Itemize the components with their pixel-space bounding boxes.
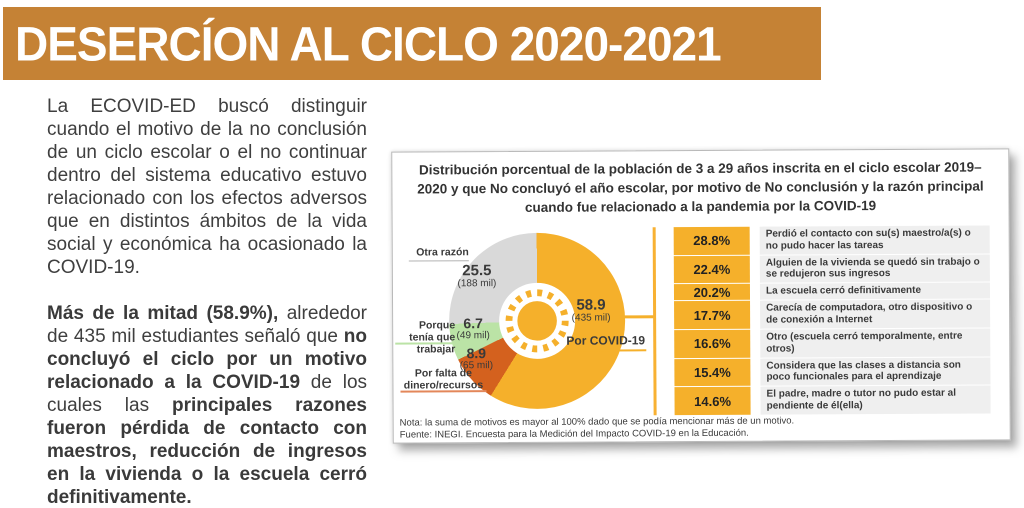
reason-label: Perdió el contacto con su(s) maestro/a(s… — [759, 225, 990, 255]
reason-row: 28.8% Perdió el contacto con su(s) maest… — [673, 225, 990, 255]
otra-razon-underline — [408, 260, 469, 262]
reason-row: 15.4% Considera que las clases a distanc… — [674, 357, 991, 387]
p2-regular-2: de los cuales las — [47, 371, 368, 416]
trabajar-pct: 6.7 — [463, 315, 483, 332]
reason-pct-badge: 14.6% — [674, 387, 751, 416]
paragraph-1: La ECOVID-ED buscó distinguir cuando el … — [47, 96, 367, 278]
reason-pct-badge: 16.6% — [674, 329, 751, 358]
reason-pct-badge: 28.8% — [673, 226, 750, 255]
trabajar-underline — [395, 342, 458, 345]
chart-title: Distribución porcentual de la población … — [417, 159, 984, 216]
dinero-underline — [400, 390, 487, 393]
reason-label: La escuela cerró definitivamente — [759, 282, 991, 300]
covid-underline — [566, 349, 647, 352]
slice-label-covid: Por COVID-19 — [566, 333, 646, 348]
reason-row: 22.4% Alguien de la vivienda se quedó si… — [673, 254, 990, 284]
virus-icon — [505, 289, 569, 353]
reason-pct-badge: 15.4% — [674, 358, 751, 387]
reason-row: 16.6% Otro (escuela cerró temporalmente,… — [674, 328, 991, 358]
trabajar-count: (49 mil) — [456, 330, 490, 342]
reason-pct-badge: 22.4% — [673, 255, 750, 284]
p2-bold-3: principales razones fueron pérdida de co… — [47, 394, 367, 508]
p2-bold-1: Más de la mitad (58.9%), — [47, 302, 279, 324]
reason-row: 14.6% El padre, madre o tutor no pudo es… — [674, 385, 991, 416]
reason-label: Considera que las clases a distancia son… — [760, 357, 991, 386]
covid-pct: 58.9 — [576, 296, 606, 314]
p2-bold-2: no concluyó el ciclo por un motivo relac… — [47, 325, 367, 393]
reason-label: Alguien de la vivienda se quedó sin trab… — [759, 254, 990, 283]
slice-label-dinero: Por falta de dinero/recursos — [403, 367, 484, 392]
otra-razon-pct: 25.5 — [462, 262, 492, 280]
title-banner: DESERCÍON AL CICLO 2020-2021 — [3, 7, 821, 80]
p2-regular-1: alrededor de 435 mil estudiantes señaló … — [47, 302, 367, 347]
slice-value-otra-razon: 25.5 (188 mil) — [442, 262, 512, 290]
donut-hole — [498, 282, 576, 360]
slice-value-trabajar: 6.7 (49 mil) — [443, 315, 503, 342]
body-text-column: La ECOVID-ED buscó distinguir cuando el … — [47, 96, 367, 508]
slice-label-otra-razon: Otra razón — [416, 246, 469, 259]
chart-card: Distribución porcentual de la población … — [391, 148, 1011, 444]
chart-footnote: Nota: la suma de motivos es mayor al 100… — [400, 415, 840, 442]
connector-line — [619, 315, 656, 319]
otra-razon-count: (188 mil) — [457, 278, 497, 290]
reason-label: Otro (escuela cerró temporalmente, entre… — [760, 328, 991, 358]
reason-pct-badge: 20.2% — [673, 284, 751, 301]
reason-row: 20.2% La escuela cerró definitivamente — [673, 282, 991, 301]
slide-title: DESERCÍON AL CICLO 2020-2021 — [15, 16, 722, 71]
paragraph-2: Más de la mitad (58.9%), alrededor de 43… — [47, 303, 367, 508]
dinero-pct: 8.9 — [466, 345, 487, 362]
reason-row: 17.7% Carecía de computadora, otro dispo… — [674, 299, 991, 330]
reasons-list: 28.8% Perdió el contacto con su(s) maest… — [673, 225, 991, 416]
reason-pct-badge: 17.7% — [674, 301, 751, 330]
source-line: Fuente: INEGI. Encuesta para la Medición… — [399, 428, 749, 441]
reason-label: El padre, madre o tutor no pudo estar al… — [760, 385, 991, 415]
reason-label: Carecía de computadora, otro dispositivo… — [760, 299, 991, 329]
legend-connector-line — [652, 227, 657, 416]
